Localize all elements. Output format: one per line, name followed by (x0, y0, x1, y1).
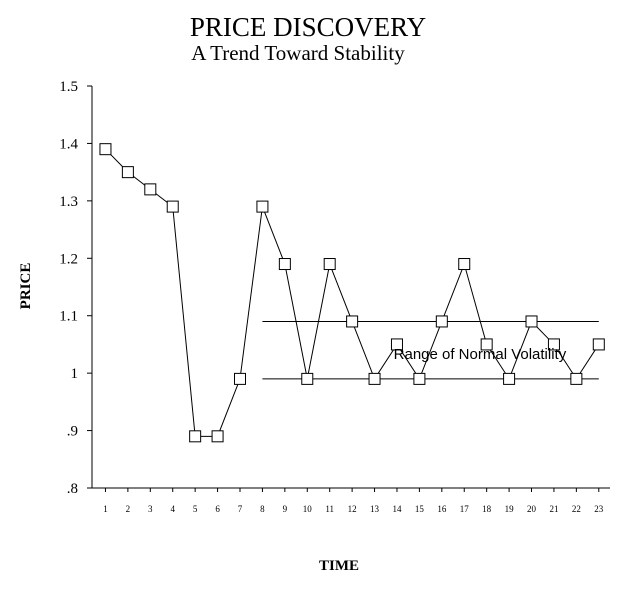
price-marker (301, 372, 314, 385)
price-series-markers (99, 143, 605, 443)
y-tick-label: .9 (67, 424, 78, 440)
x-tick-label: 9 (283, 504, 288, 514)
price-marker (480, 338, 493, 351)
price-marker (458, 258, 471, 271)
price-marker (592, 338, 605, 351)
price-marker (570, 372, 583, 385)
chart-annotations: Range of Normal Volatility (394, 346, 567, 363)
y-tick-label: 1 (71, 366, 79, 382)
y-tick-label: 1.1 (59, 309, 78, 325)
y-tick-label: 1.3 (59, 194, 78, 210)
price-marker (323, 258, 336, 271)
x-tick-label: 20 (527, 504, 537, 514)
price-marker (144, 183, 157, 196)
x-tick-label: 5 (193, 504, 198, 514)
price-marker (368, 372, 381, 385)
price-marker (99, 143, 112, 156)
x-tick-label: 17 (460, 504, 470, 514)
price-marker (390, 338, 403, 351)
price-marker (435, 315, 448, 328)
x-tick-label: 15 (415, 504, 425, 514)
price-marker (413, 372, 426, 385)
x-tick-label: 13 (370, 504, 380, 514)
y-axis-label: PRICE (18, 263, 34, 310)
y-tick-label: 1.4 (59, 136, 78, 152)
price-marker (346, 315, 359, 328)
x-tick-label: 12 (348, 504, 357, 514)
x-tick-label: 1 (103, 504, 108, 514)
y-axis-ticks: .8 .9 1 1.1 1.2 1.3 1.4 1.5 (59, 79, 92, 497)
x-tick-label: 11 (325, 504, 334, 514)
x-axis-label: TIME (319, 558, 359, 574)
y-tick-label: 1.2 (59, 251, 78, 267)
x-tick-label: 10 (303, 504, 313, 514)
axes (91, 86, 610, 489)
x-tick-label: 3 (148, 504, 153, 514)
x-tick-label: 6 (215, 504, 220, 514)
price-marker (547, 338, 560, 351)
y-tick-label: .8 (67, 481, 78, 497)
chart-title: PRICE DISCOVERY (190, 12, 426, 42)
x-tick-label: 2 (126, 504, 131, 514)
x-tick-label: 21 (549, 504, 558, 514)
chart-subtitle: A Trend Toward Stability (191, 41, 405, 65)
price-series-line (105, 148, 600, 437)
price-marker (234, 372, 246, 385)
price-line (105, 148, 600, 437)
x-tick-label: 8 (260, 504, 265, 514)
x-tick-label: 23 (594, 504, 604, 514)
x-axis-ticks: 1 2 3 4 5 6 7 8 9 10 11 12 13 14 15 16 17 18 19 20 21 22 23 (103, 488, 604, 514)
price-marker (121, 166, 134, 179)
x-tick-label: 7 (238, 504, 243, 514)
price-marker (525, 315, 538, 328)
price-marker (189, 430, 202, 443)
x-tick-label: 19 (505, 504, 515, 514)
price-marker (278, 258, 291, 271)
volatility-annotation: Range of Normal Volatility (394, 346, 567, 363)
x-tick-label: 14 (392, 504, 402, 514)
x-tick-label: 4 (170, 504, 175, 514)
y-tick-label: 1.5 (59, 79, 78, 95)
x-tick-label: 18 (482, 504, 492, 514)
price-marker (211, 430, 224, 443)
price-marker (503, 372, 516, 385)
price-marker (256, 200, 269, 213)
x-tick-label: 22 (572, 504, 581, 514)
x-tick-label: 16 (437, 504, 447, 514)
price-marker (166, 200, 179, 213)
